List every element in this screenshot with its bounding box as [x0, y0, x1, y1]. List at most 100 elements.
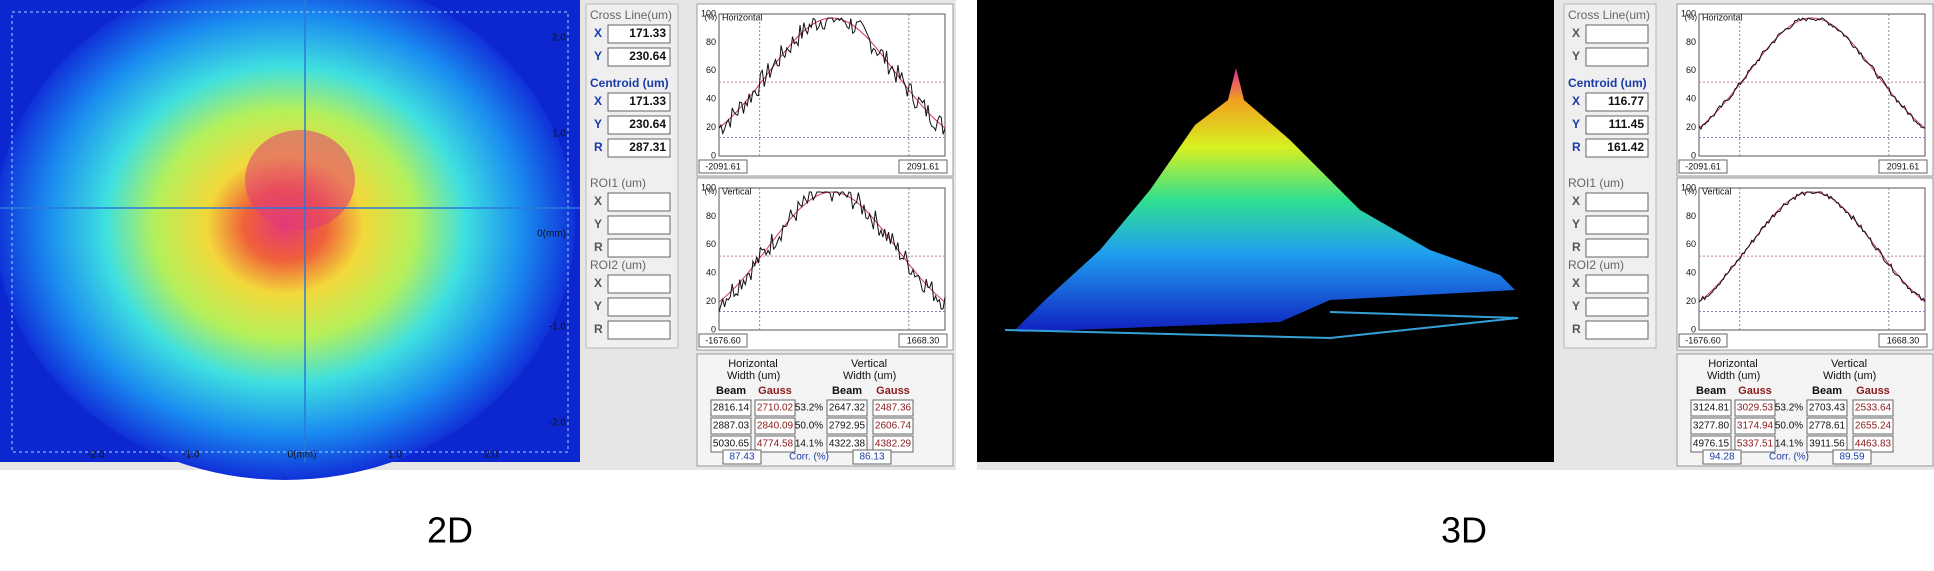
caption: 3D [1441, 510, 1487, 551]
table-value: 2703.43 [1809, 403, 1846, 414]
axis-label: 1.0 [552, 129, 566, 140]
table-value: 4976.15 [1693, 439, 1730, 450]
surface-mesh [1015, 68, 1515, 332]
field-value: 287.31 [629, 140, 666, 154]
field-label: R [594, 240, 603, 254]
field-box [607, 115, 671, 135]
plot-y-label: 100 [1681, 8, 1696, 18]
table-value: 4322.38 [829, 439, 866, 450]
table-cell [754, 399, 796, 417]
plot-frame [1676, 3, 1934, 177]
table-header: (um) [758, 370, 781, 382]
table-value: 2792.95 [829, 421, 866, 432]
field-label: Y [1572, 217, 1580, 231]
image-frame [11, 11, 569, 453]
field-label: Y [1572, 49, 1580, 63]
field-box [1585, 92, 1649, 112]
range-box [698, 159, 748, 174]
table-header: Width [1707, 370, 1735, 382]
axis-label: 2.0 [552, 33, 566, 44]
range-box [1678, 333, 1728, 348]
section-title: Cross Line(um) [590, 8, 672, 22]
plot-y-label: 40 [1686, 94, 1696, 104]
field-label: Y [594, 299, 602, 313]
table-cell [754, 435, 796, 453]
field-box [607, 297, 671, 317]
field-box [607, 215, 671, 235]
table-value: 14.1% [795, 439, 823, 450]
section-title: Centroid (um) [590, 76, 669, 90]
table-value: 2816.14 [713, 403, 750, 414]
section-title: ROI1 (um) [590, 176, 646, 190]
table-value: 53.2% [795, 403, 823, 414]
plot-y-label: 0 [711, 324, 716, 334]
table-header: (um) [1738, 370, 1761, 382]
plot-frame [696, 3, 954, 177]
field-box [607, 274, 671, 294]
table-header: Beam [832, 385, 862, 397]
range-min: -2091.61 [705, 161, 741, 171]
plot-title: Horizontal [722, 12, 763, 22]
table-value: 2655.24 [1855, 421, 1892, 432]
plot-title: Horizontal [1702, 12, 1743, 22]
range-max: 2091.61 [1887, 161, 1920, 171]
field-box [607, 92, 671, 112]
field-label: Y [594, 217, 602, 231]
corr-cell [852, 449, 892, 465]
section-title: ROI2 (um) [1568, 258, 1624, 272]
plot-unit: (%) [705, 13, 718, 22]
field-label: X [594, 194, 602, 208]
plot-y-label: 60 [706, 239, 716, 249]
range-box [1878, 159, 1928, 174]
table-cell [826, 399, 868, 417]
range-max: 1668.30 [907, 335, 940, 345]
table-cell [1734, 399, 1776, 417]
field-box [1585, 215, 1649, 235]
field-value: 171.33 [629, 26, 666, 40]
field-box [607, 47, 671, 67]
corr-value: 86.13 [859, 452, 884, 463]
corr-cell [1832, 449, 1872, 465]
field-label: R [1572, 322, 1581, 336]
table-value: 5337.51 [1737, 439, 1774, 450]
table-header: Beam [716, 385, 746, 397]
field-label: X [1572, 276, 1580, 290]
field-box [607, 192, 671, 212]
axis-label: -2.0 [549, 418, 567, 429]
table-header: Width [843, 370, 871, 382]
table-header: Beam [1696, 385, 1726, 397]
table-value: 2778.61 [1809, 421, 1846, 432]
field-value: 161.42 [1607, 140, 1644, 154]
plot-unit: (%) [1685, 187, 1698, 196]
plot-y-label: 60 [1686, 65, 1696, 75]
axis-label: -1.0 [182, 450, 200, 461]
range-min: -1676.60 [1685, 335, 1721, 345]
table-header: Gauss [876, 385, 910, 397]
plot-y-label: 0 [1691, 150, 1696, 160]
field-label: X [594, 26, 602, 40]
field-box [1585, 320, 1649, 340]
beam-spot [0, 0, 575, 480]
table-header: Gauss [1738, 385, 1772, 397]
plot-area [718, 13, 946, 157]
table-header: Beam [1812, 385, 1842, 397]
table-header: (um) [1854, 370, 1877, 382]
table-value: 3277.80 [1693, 421, 1730, 432]
section-title: ROI2 (um) [590, 258, 646, 272]
field-label: R [1572, 140, 1581, 154]
plot-y-label: 20 [1686, 122, 1696, 132]
table-value: 3911.56 [1809, 439, 1845, 450]
table-cell [1806, 417, 1848, 435]
table-value: 3124.81 [1693, 403, 1730, 414]
range-max: 2091.61 [907, 161, 940, 171]
table-value: 2647.32 [829, 403, 866, 414]
axis-label: 0(mm) [288, 450, 317, 461]
table-value: 50.0% [795, 421, 823, 432]
table-cell [826, 417, 868, 435]
plot-y-label: 0 [711, 150, 716, 160]
plot-y-label: 0 [1691, 324, 1696, 334]
plot-title: Vertical [722, 186, 752, 196]
plot-frame [696, 177, 954, 351]
table-cell [872, 435, 914, 453]
field-value: 116.77 [1608, 94, 1644, 108]
